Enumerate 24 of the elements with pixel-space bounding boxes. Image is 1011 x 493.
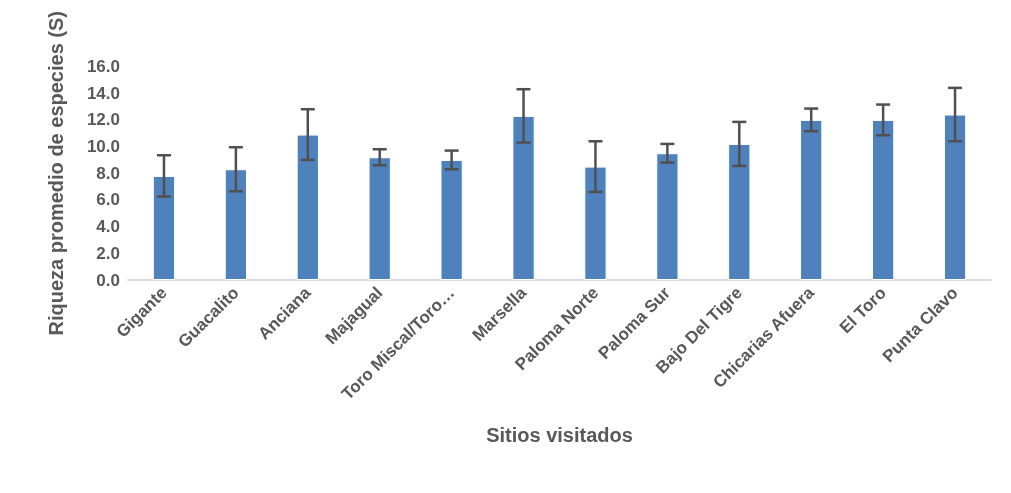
bar xyxy=(728,143,751,280)
y-tick-label: 2.0 xyxy=(96,243,120,263)
bar xyxy=(943,114,967,280)
x-tick-label: El Toro xyxy=(835,283,890,338)
y-tick-label: 10.0 xyxy=(86,137,120,157)
bar xyxy=(224,169,248,280)
bar xyxy=(368,157,391,280)
bar xyxy=(440,159,463,280)
bar xyxy=(584,166,607,280)
bar xyxy=(800,119,823,280)
y-tick-label: 16.0 xyxy=(86,57,120,77)
x-axis-title: Sitios visitados xyxy=(486,424,633,446)
y-tick-label: 8.0 xyxy=(96,163,120,183)
y-tick-label: 14.0 xyxy=(86,83,120,103)
bar xyxy=(296,134,319,280)
bar xyxy=(656,153,679,280)
y-tick-label: 6.0 xyxy=(96,190,120,210)
y-axis-title: Riqueza promedio de especies (S) xyxy=(45,11,67,336)
y-tick-label: 4.0 xyxy=(96,217,120,237)
y-tick-label: 0.0 xyxy=(96,270,120,290)
bar xyxy=(512,115,535,280)
y-tick-label: 12.0 xyxy=(86,110,120,130)
bar xyxy=(871,119,895,280)
bar xyxy=(152,175,176,280)
